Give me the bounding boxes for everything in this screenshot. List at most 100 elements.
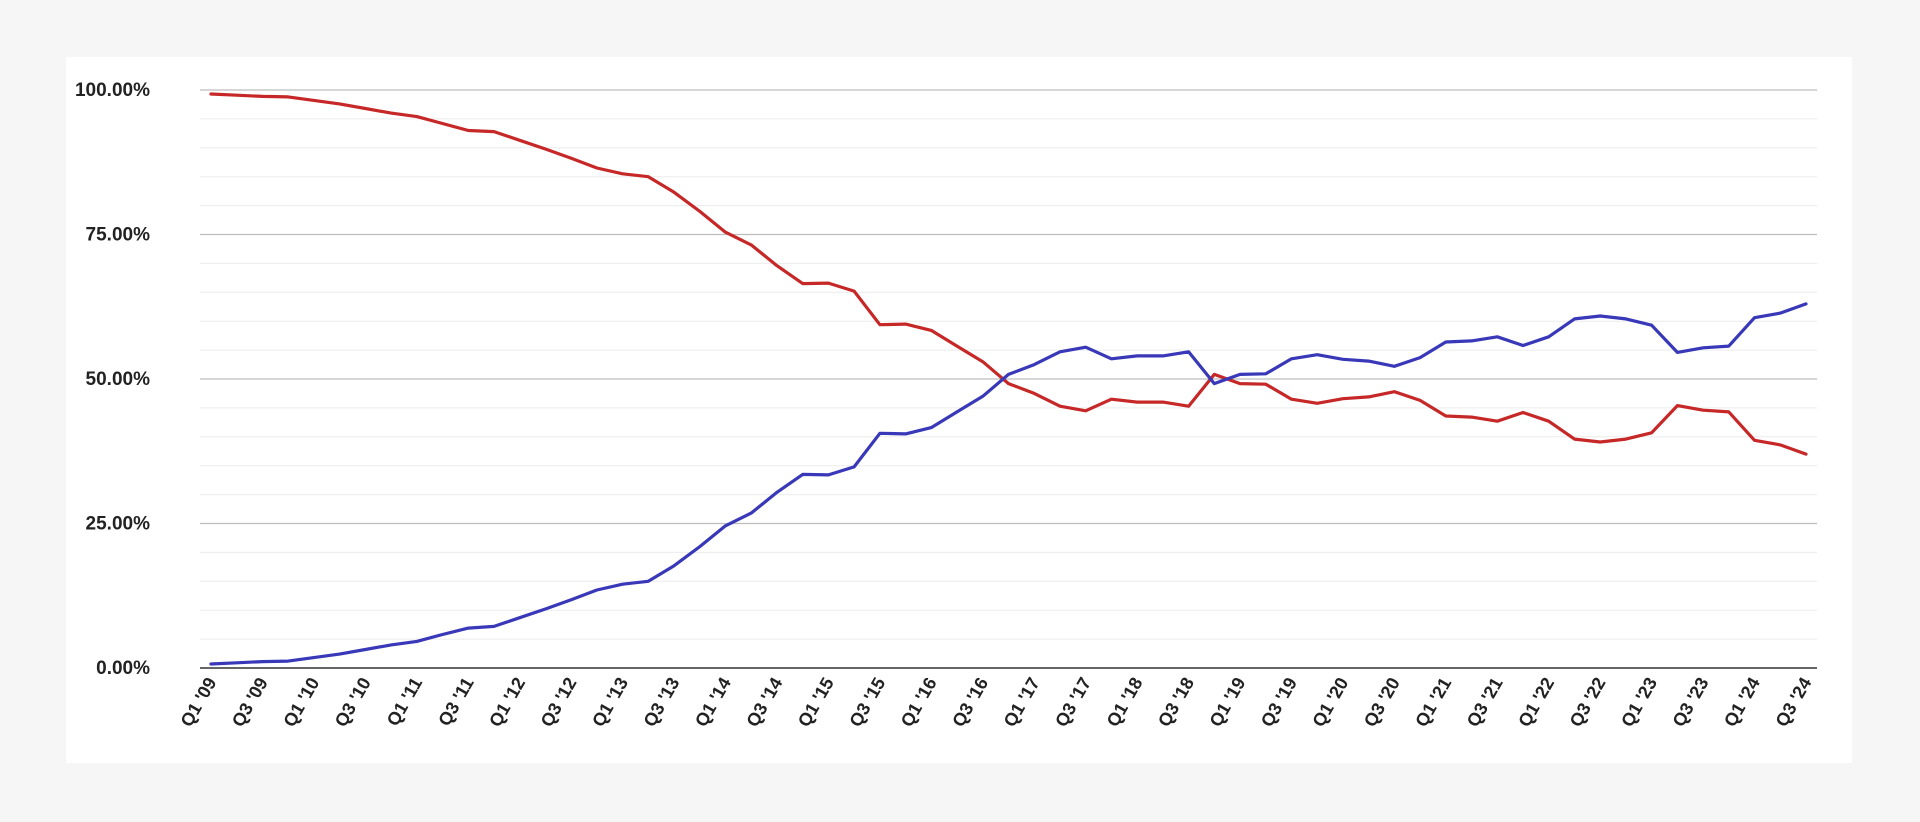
data-point bbox=[1624, 317, 1628, 321]
data-point bbox=[1264, 372, 1267, 375]
data-point bbox=[904, 432, 907, 436]
data-point bbox=[209, 92, 213, 96]
data-point bbox=[1264, 383, 1267, 386]
x-tick-label: Q3 '12 bbox=[537, 674, 581, 730]
data-point bbox=[1727, 410, 1731, 414]
data-point bbox=[1341, 358, 1345, 361]
data-point bbox=[1598, 440, 1602, 444]
data-point bbox=[1084, 409, 1087, 412]
data-point bbox=[1650, 431, 1653, 434]
x-tick-label: Q1 '23 bbox=[1617, 674, 1661, 730]
chart-card: 0.00% 25.00% 50.00% 75.00% 100.00% Q1 '09 Q3 … bbox=[66, 57, 1852, 763]
series-lines bbox=[209, 92, 1808, 666]
data-point bbox=[492, 130, 496, 133]
data-point bbox=[878, 432, 882, 435]
data-point bbox=[1084, 346, 1087, 349]
data-point bbox=[415, 115, 419, 118]
data-point bbox=[827, 281, 830, 285]
data-point bbox=[415, 640, 419, 643]
data-point bbox=[750, 511, 753, 515]
data-point bbox=[775, 491, 779, 494]
data-point bbox=[1804, 302, 1808, 306]
data-point bbox=[1547, 419, 1550, 423]
data-point bbox=[518, 616, 521, 619]
x-tick-label: Q3 '13 bbox=[640, 674, 684, 730]
data-point bbox=[1573, 437, 1576, 441]
y-tick-label: 25.00% bbox=[86, 514, 151, 535]
data-point bbox=[1547, 335, 1550, 339]
data-point bbox=[441, 122, 444, 125]
data-point bbox=[364, 107, 367, 110]
data-point bbox=[312, 99, 316, 102]
data-point bbox=[672, 191, 676, 194]
data-point bbox=[1418, 356, 1422, 359]
data-point bbox=[1187, 350, 1190, 354]
data-point bbox=[724, 524, 727, 528]
data-point bbox=[261, 660, 264, 663]
data-point bbox=[955, 410, 959, 414]
data-point bbox=[235, 94, 238, 97]
data-point bbox=[518, 139, 521, 142]
data-point bbox=[724, 230, 727, 234]
x-tick-label: Q1 '12 bbox=[485, 674, 529, 730]
x-tick-label: Q1 '11 bbox=[383, 674, 426, 729]
y-tick-label: 50.00% bbox=[86, 369, 151, 390]
x-tick-label: Q3 '16 bbox=[948, 674, 992, 730]
data-point bbox=[1110, 398, 1113, 401]
data-point bbox=[1316, 353, 1319, 356]
minor-gridlines bbox=[200, 118, 1817, 640]
x-axis-ticks: Q1 '09 Q3 '09 Q1 '10 Q3 '10 Q1 '11 Q3 '11 Q1 '… bbox=[176, 674, 1815, 730]
x-tick-label: Q3 '11 bbox=[434, 674, 477, 729]
data-point bbox=[904, 322, 907, 326]
data-point bbox=[1470, 415, 1473, 419]
x-tick-label: Q1 '13 bbox=[588, 674, 632, 730]
data-point bbox=[1779, 443, 1782, 447]
data-point bbox=[852, 289, 856, 293]
data-point bbox=[1316, 402, 1319, 405]
line-chart: 0.00%25.00%50.00%75.00%100.00% Q1 '09 Q3 … bbox=[75, 80, 1817, 730]
data-point bbox=[852, 465, 856, 469]
data-point bbox=[338, 102, 341, 106]
x-tick-label: Q3 '22 bbox=[1566, 674, 1610, 730]
x-tick-label: Q3 '15 bbox=[845, 674, 889, 730]
data-point bbox=[595, 588, 599, 592]
data-point bbox=[441, 633, 444, 636]
x-tick-label: Q1 '10 bbox=[279, 674, 323, 730]
data-point bbox=[647, 175, 650, 178]
data-point bbox=[827, 473, 830, 477]
data-point bbox=[1238, 382, 1242, 385]
x-tick-label: Q3 '10 bbox=[331, 674, 375, 730]
data-point bbox=[1367, 359, 1370, 363]
data-point bbox=[1496, 335, 1499, 339]
major-gridlines bbox=[200, 89, 1817, 525]
data-point bbox=[1701, 409, 1705, 412]
data-point bbox=[1290, 357, 1293, 360]
data-point bbox=[1521, 411, 1525, 414]
y-tick-label: 0.00% bbox=[96, 658, 150, 679]
x-tick-label: Q1 '22 bbox=[1514, 674, 1558, 730]
y-tick-label: 100.00% bbox=[75, 80, 150, 101]
data-point bbox=[1033, 392, 1036, 395]
data-point bbox=[364, 648, 367, 651]
x-tick-label: Q3 '23 bbox=[1669, 674, 1713, 730]
data-point bbox=[1598, 314, 1602, 318]
data-point bbox=[389, 111, 393, 115]
data-point bbox=[1727, 344, 1731, 348]
data-point bbox=[569, 157, 573, 160]
data-point bbox=[1110, 357, 1113, 360]
data-point bbox=[1161, 354, 1165, 358]
data-point bbox=[1496, 419, 1499, 423]
data-point bbox=[775, 264, 779, 267]
data-point bbox=[1624, 437, 1628, 441]
data-point bbox=[1135, 400, 1139, 404]
series-0 bbox=[209, 92, 1808, 456]
x-tick-label: Q1 '16 bbox=[897, 674, 941, 730]
data-point bbox=[595, 166, 599, 170]
data-point bbox=[467, 129, 470, 132]
data-point bbox=[1135, 354, 1139, 358]
data-point bbox=[621, 172, 624, 176]
data-point bbox=[1753, 439, 1756, 442]
data-point bbox=[698, 210, 701, 213]
data-point bbox=[1393, 390, 1396, 393]
data-point bbox=[1058, 350, 1062, 354]
